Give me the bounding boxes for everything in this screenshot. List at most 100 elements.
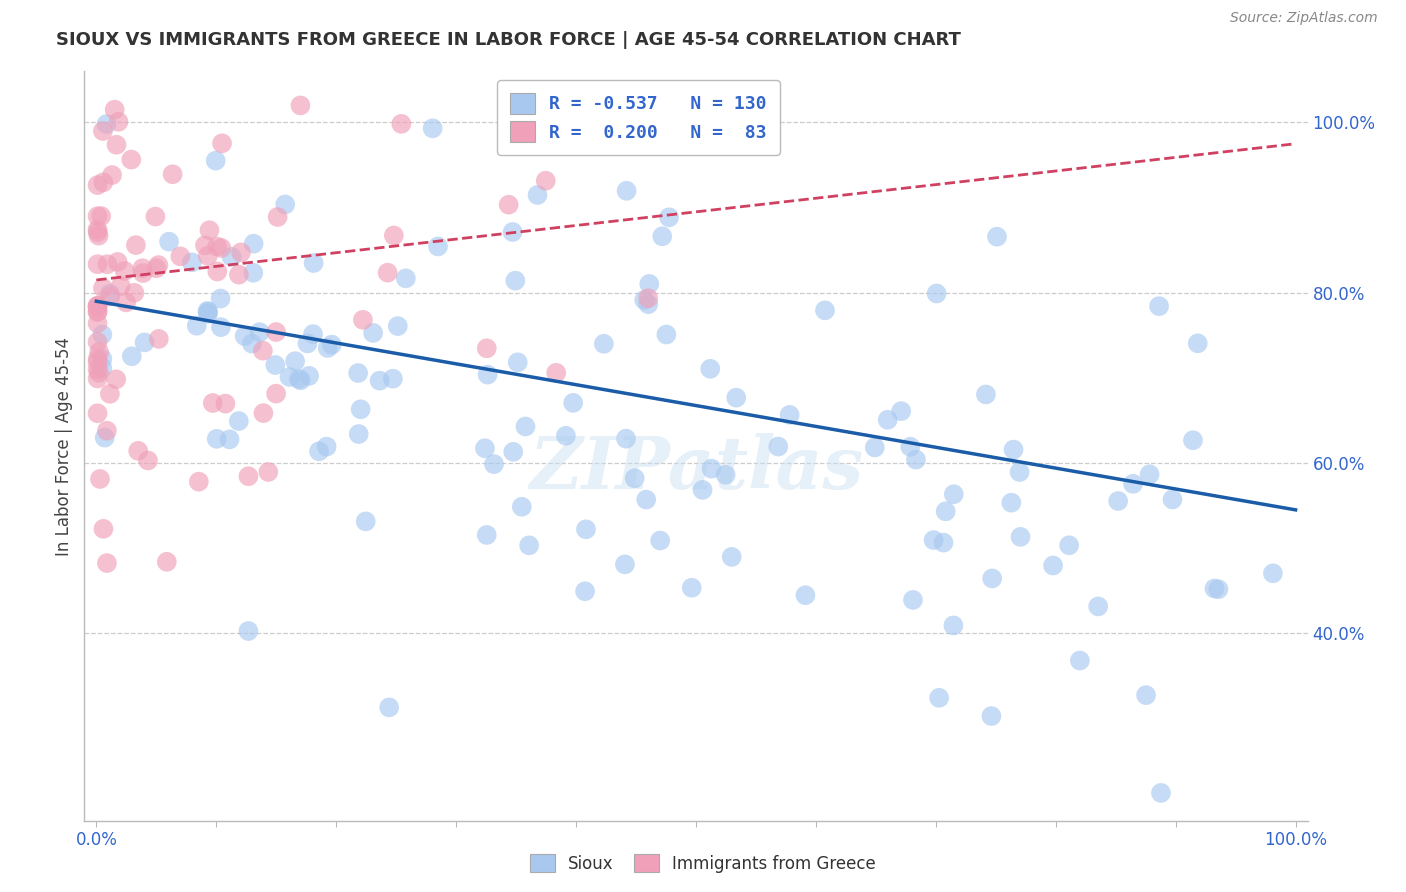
- Point: [131, 261, 153, 276]
- Point: [87, 228, 110, 243]
- Point: [575, 522, 598, 536]
- Point: [266, 210, 288, 224]
- Point: [720, 549, 742, 564]
- Point: [86, 299, 108, 313]
- Point: [96, 424, 118, 438]
- Point: [197, 249, 219, 263]
- Point: [86, 362, 108, 376]
- Point: [1008, 465, 1031, 479]
- Point: [347, 427, 370, 442]
- Point: [562, 396, 585, 410]
- Point: [1187, 336, 1209, 351]
- Point: [124, 285, 146, 300]
- Point: [86, 355, 108, 369]
- Point: [361, 326, 384, 340]
- Point: [1204, 582, 1226, 596]
- Point: [633, 293, 655, 307]
- Point: [156, 555, 179, 569]
- Point: [1150, 786, 1173, 800]
- Point: [148, 258, 170, 272]
- Point: [204, 153, 226, 168]
- Point: [121, 349, 143, 363]
- Point: [148, 332, 170, 346]
- Point: [228, 268, 250, 282]
- Point: [308, 444, 330, 458]
- Point: [352, 313, 374, 327]
- Point: [240, 336, 263, 351]
- Point: [613, 558, 636, 572]
- Point: [699, 361, 721, 376]
- Point: [638, 277, 661, 291]
- Point: [382, 228, 405, 243]
- Point: [186, 318, 208, 333]
- Point: [91, 351, 114, 366]
- Point: [86, 304, 108, 318]
- Point: [932, 535, 955, 549]
- Point: [157, 235, 180, 249]
- Point: [422, 121, 444, 136]
- Point: [86, 371, 108, 385]
- Point: [87, 366, 110, 380]
- Point: [288, 372, 311, 386]
- Point: [86, 316, 108, 330]
- Point: [91, 175, 114, 189]
- Point: [86, 300, 108, 314]
- Point: [574, 584, 596, 599]
- Point: [145, 210, 167, 224]
- Point: [110, 279, 132, 293]
- Point: [681, 581, 703, 595]
- Point: [93, 431, 115, 445]
- Point: [264, 358, 287, 372]
- Point: [863, 441, 886, 455]
- Point: [86, 257, 108, 271]
- Point: [980, 709, 1002, 723]
- Point: [1069, 654, 1091, 668]
- Point: [238, 624, 260, 638]
- Point: [98, 387, 121, 401]
- Point: [145, 261, 167, 276]
- Point: [290, 98, 312, 112]
- Point: [616, 184, 638, 198]
- Point: [658, 211, 681, 225]
- Point: [381, 372, 404, 386]
- Point: [205, 239, 228, 253]
- Point: [592, 336, 614, 351]
- Point: [623, 471, 645, 485]
- Point: [922, 533, 945, 547]
- Point: [378, 700, 401, 714]
- Point: [475, 341, 498, 355]
- Point: [98, 289, 121, 303]
- Point: [502, 445, 524, 459]
- Point: [928, 690, 950, 705]
- Point: [482, 457, 505, 471]
- Point: [942, 487, 965, 501]
- Point: [86, 334, 108, 349]
- Point: [377, 266, 399, 280]
- Point: [115, 295, 138, 310]
- Point: [297, 336, 319, 351]
- Point: [298, 368, 321, 383]
- Point: [526, 188, 548, 202]
- Point: [534, 174, 557, 188]
- Point: [347, 366, 370, 380]
- Point: [86, 178, 108, 192]
- Point: [132, 266, 155, 280]
- Point: [86, 209, 108, 223]
- Point: [290, 373, 312, 387]
- Point: [876, 413, 898, 427]
- Point: [91, 281, 114, 295]
- Point: [1161, 492, 1184, 507]
- Point: [91, 327, 114, 342]
- Point: [890, 404, 912, 418]
- Point: [249, 325, 271, 339]
- Point: [502, 225, 524, 239]
- Point: [1147, 299, 1170, 313]
- Point: [218, 433, 240, 447]
- Point: [1181, 434, 1204, 448]
- Point: [387, 319, 409, 334]
- Point: [1122, 476, 1144, 491]
- Point: [86, 299, 108, 313]
- Point: [257, 465, 280, 479]
- Point: [779, 408, 801, 422]
- Point: [315, 440, 337, 454]
